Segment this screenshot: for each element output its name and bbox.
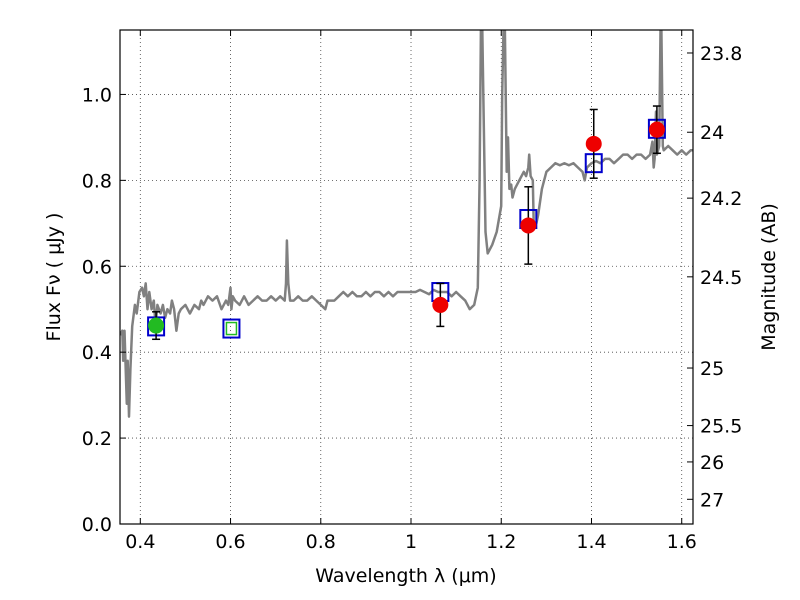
observed-point	[148, 317, 165, 334]
observed-point	[585, 135, 602, 152]
observed-point	[648, 121, 665, 138]
x-tick-label: 1.2	[486, 531, 516, 553]
model-square-marker	[222, 318, 241, 339]
y2-tick-label: 24.5	[700, 267, 742, 289]
y2-tick-label: 27	[700, 489, 724, 511]
y2-axis: 23.8 24 24.2 24.5 25 25.5 26 27	[687, 43, 742, 511]
y2-axis-label: Magnitude (AB)	[758, 203, 780, 351]
y2-tick-label: 26	[700, 452, 724, 474]
model-square-inner	[225, 321, 238, 336]
x-axis: 0.4 0.6 0.8 1 1.2 1.4 1.6	[125, 30, 697, 553]
plot-area-clip-group	[120, 30, 693, 418]
y2-tick-label: 24.2	[700, 188, 742, 210]
y-tick-label: 0.6	[82, 256, 112, 278]
y2-tick-label: 24	[700, 122, 724, 144]
x-tick-label: 0.8	[306, 531, 336, 553]
y-tick-label: 1.0	[82, 84, 112, 106]
y2-tick-label: 23.8	[700, 43, 742, 65]
y-tick-label: 0.0	[82, 514, 112, 536]
x-tick-label: 0.4	[125, 531, 155, 553]
y-tick-label: 0.8	[82, 170, 112, 192]
observed-point	[520, 217, 537, 234]
grid	[120, 30, 693, 525]
x-tick-label: 0.6	[215, 531, 245, 553]
y-tick-label: 0.2	[82, 428, 112, 450]
y-axis: 0.0 0.2 0.4 0.6 0.8 1.0	[82, 84, 126, 536]
x-axis-label: Wavelength λ (μm)	[315, 565, 496, 587]
x-tick-label: 1.4	[576, 531, 606, 553]
y-axis-label: Flux Fν ( μJy )	[43, 213, 65, 342]
template-spectrum-line	[120, 30, 693, 418]
observed-point	[432, 296, 449, 313]
y2-tick-label: 25	[700, 358, 724, 380]
x-tick-label: 1.6	[667, 531, 697, 553]
y2-tick-label: 25.5	[700, 416, 742, 438]
x-tick-label: 1	[405, 531, 417, 553]
y-tick-label: 0.4	[82, 342, 112, 364]
plot-frame	[119, 29, 694, 525]
